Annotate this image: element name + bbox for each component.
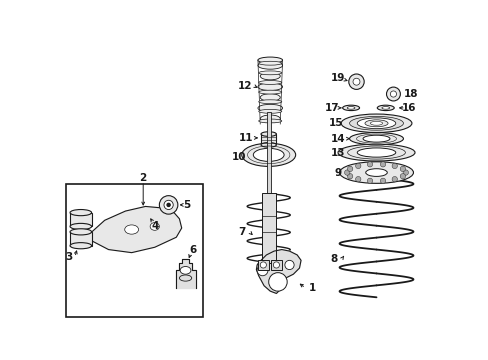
Ellipse shape (258, 100, 281, 104)
Text: 12: 12 (237, 81, 252, 91)
Bar (266, 112, 270, 201)
Bar (70, 232, 91, 246)
Circle shape (163, 200, 173, 210)
Text: 14: 14 (330, 134, 345, 144)
Ellipse shape (260, 115, 280, 122)
Ellipse shape (258, 119, 281, 123)
Bar (261, 134, 276, 145)
Ellipse shape (349, 116, 403, 130)
Ellipse shape (369, 121, 382, 125)
Text: 3: 3 (65, 252, 72, 262)
Circle shape (386, 87, 400, 101)
Ellipse shape (253, 148, 284, 161)
Ellipse shape (150, 222, 159, 230)
Ellipse shape (342, 105, 359, 111)
Circle shape (257, 265, 267, 276)
Ellipse shape (365, 169, 386, 176)
Bar (70, 213, 91, 226)
Ellipse shape (341, 114, 411, 132)
Circle shape (260, 262, 266, 268)
Ellipse shape (362, 135, 389, 142)
Ellipse shape (179, 275, 191, 281)
Text: 9: 9 (334, 167, 341, 177)
Circle shape (366, 162, 372, 167)
Circle shape (380, 162, 385, 167)
Circle shape (399, 166, 405, 172)
Circle shape (347, 174, 352, 179)
Text: 16: 16 (401, 103, 415, 113)
Ellipse shape (260, 72, 280, 80)
Ellipse shape (349, 132, 403, 145)
Text: 4: 4 (151, 221, 158, 231)
Polygon shape (176, 259, 195, 288)
Circle shape (159, 195, 178, 214)
Text: 11: 11 (238, 133, 252, 143)
Ellipse shape (364, 120, 387, 127)
Circle shape (347, 166, 352, 172)
Text: 6: 6 (189, 244, 197, 255)
Circle shape (399, 174, 405, 179)
Text: 8: 8 (330, 254, 337, 264)
Circle shape (273, 262, 279, 268)
Text: 5: 5 (183, 200, 190, 210)
Ellipse shape (258, 71, 281, 75)
Text: 2: 2 (139, 173, 146, 183)
Ellipse shape (258, 90, 281, 94)
Ellipse shape (180, 266, 190, 274)
Circle shape (389, 91, 396, 97)
Bar (66, 184, 203, 316)
Circle shape (391, 176, 397, 182)
Ellipse shape (258, 61, 281, 65)
Circle shape (268, 273, 286, 291)
Circle shape (344, 170, 349, 175)
Ellipse shape (257, 57, 282, 63)
Bar (270, 260, 281, 270)
Ellipse shape (258, 81, 281, 84)
Circle shape (285, 260, 293, 270)
Circle shape (391, 163, 397, 168)
Text: 19: 19 (330, 73, 345, 83)
Circle shape (380, 178, 385, 184)
Ellipse shape (377, 105, 393, 111)
Ellipse shape (357, 148, 395, 157)
Ellipse shape (70, 223, 91, 230)
Ellipse shape (346, 107, 354, 109)
Circle shape (402, 170, 407, 175)
Ellipse shape (70, 229, 91, 235)
Text: 10: 10 (232, 152, 246, 162)
Circle shape (355, 163, 360, 168)
Text: 17: 17 (324, 103, 339, 113)
Ellipse shape (70, 210, 91, 216)
Ellipse shape (258, 109, 281, 113)
Circle shape (348, 74, 364, 89)
Ellipse shape (261, 143, 276, 147)
Polygon shape (79, 206, 182, 253)
Circle shape (355, 176, 360, 182)
Ellipse shape (124, 225, 138, 234)
Ellipse shape (70, 243, 91, 249)
Circle shape (366, 178, 372, 184)
Ellipse shape (257, 83, 282, 90)
Text: 15: 15 (328, 118, 342, 128)
Ellipse shape (357, 118, 395, 129)
Ellipse shape (241, 143, 295, 166)
Ellipse shape (339, 162, 413, 183)
Circle shape (167, 203, 170, 206)
Circle shape (352, 78, 359, 85)
Ellipse shape (260, 94, 280, 101)
Ellipse shape (257, 62, 282, 69)
Ellipse shape (257, 104, 282, 112)
Ellipse shape (381, 107, 389, 109)
Ellipse shape (337, 144, 414, 161)
Text: 13: 13 (330, 148, 345, 158)
Bar (261, 193, 275, 263)
Text: 1: 1 (308, 283, 316, 293)
Polygon shape (256, 249, 301, 293)
Text: 18: 18 (403, 89, 418, 99)
Text: 7: 7 (238, 227, 245, 237)
Bar (257, 260, 268, 270)
Ellipse shape (261, 132, 276, 136)
